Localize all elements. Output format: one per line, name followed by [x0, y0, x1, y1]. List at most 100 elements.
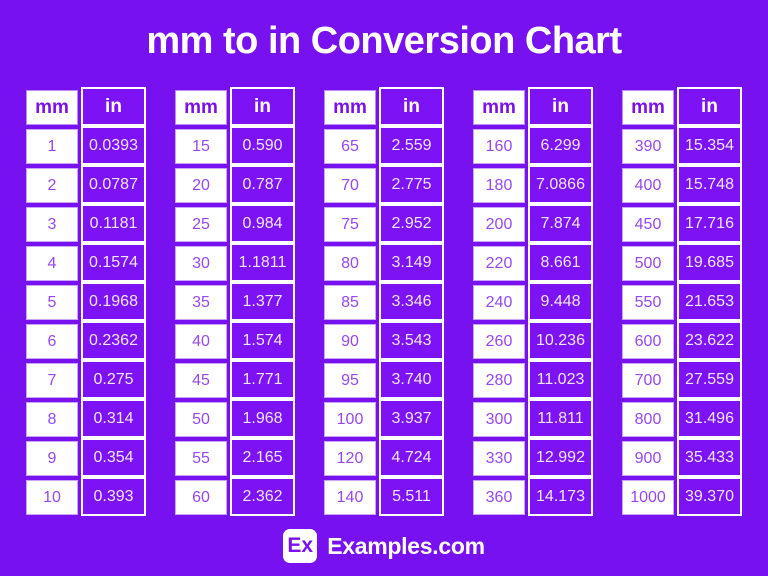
in-value: 2.362 — [230, 477, 295, 516]
in-column-header: in — [230, 87, 295, 126]
in-value: 1.771 — [230, 360, 295, 399]
mm-value: 65 — [324, 129, 376, 164]
mm-value: 40 — [175, 324, 227, 359]
in-column: in 0.0393 0.0787 0.1181 0.1574 0.1968 0.… — [81, 87, 146, 516]
mm-column-header: mm — [622, 90, 674, 125]
mm-value: 390 — [622, 129, 674, 164]
in-column-header: in — [81, 87, 146, 126]
mm-value: 50 — [175, 402, 227, 437]
site-name: Examples.com — [327, 532, 485, 559]
in-value: 6.299 — [528, 126, 593, 165]
in-value: 1.574 — [230, 321, 295, 360]
in-value: 15.354 — [677, 126, 742, 165]
in-value: 3.543 — [379, 321, 444, 360]
mm-value: 7 — [26, 363, 78, 398]
conversion-table-3: mm 65 70 75 80 85 90 95 100 120 140 in 2… — [324, 87, 444, 516]
in-value: 0.275 — [81, 360, 146, 399]
mm-value: 200 — [473, 207, 525, 242]
in-value: 11.811 — [528, 399, 593, 438]
in-column-header: in — [379, 87, 444, 126]
mm-value: 15 — [175, 129, 227, 164]
mm-value: 500 — [622, 246, 674, 281]
mm-value: 140 — [324, 480, 376, 515]
mm-value: 120 — [324, 441, 376, 476]
footer: Ex Examples.com — [0, 529, 768, 563]
in-value: 2.952 — [379, 204, 444, 243]
in-value: 1.377 — [230, 282, 295, 321]
in-value: 2.165 — [230, 438, 295, 477]
in-value: 8.661 — [528, 243, 593, 282]
mm-column: mm 160 180 200 220 240 260 280 300 330 3… — [473, 87, 525, 516]
in-value: 7.874 — [528, 204, 593, 243]
in-column: in 15.354 15.748 17.716 19.685 21.653 23… — [677, 87, 742, 516]
mm-value: 85 — [324, 285, 376, 320]
in-value: 35.433 — [677, 438, 742, 477]
mm-value: 160 — [473, 129, 525, 164]
mm-value: 10 — [26, 480, 78, 515]
mm-value: 400 — [622, 168, 674, 203]
mm-value: 80 — [324, 246, 376, 281]
mm-value: 20 — [175, 168, 227, 203]
in-value: 1.968 — [230, 399, 295, 438]
mm-value: 55 — [175, 441, 227, 476]
mm-value: 45 — [175, 363, 227, 398]
in-value: 0.393 — [81, 477, 146, 516]
mm-value: 3 — [26, 207, 78, 242]
mm-value: 180 — [473, 168, 525, 203]
in-value: 3.346 — [379, 282, 444, 321]
mm-value: 95 — [324, 363, 376, 398]
in-value: 0.1181 — [81, 204, 146, 243]
conversion-table-4: mm 160 180 200 220 240 260 280 300 330 3… — [473, 87, 593, 516]
mm-value: 300 — [473, 402, 525, 437]
mm-value: 60 — [175, 480, 227, 515]
conversion-table-5: mm 390 400 450 500 550 600 700 800 900 1… — [622, 87, 742, 516]
in-value: 0.314 — [81, 399, 146, 438]
examples-logo-icon: Ex — [283, 529, 318, 563]
mm-value: 25 — [175, 207, 227, 242]
mm-value: 360 — [473, 480, 525, 515]
in-value: 0.984 — [230, 204, 295, 243]
in-value: 0.0787 — [81, 165, 146, 204]
in-value: 0.1968 — [81, 282, 146, 321]
mm-value: 90 — [324, 324, 376, 359]
mm-column-header: mm — [175, 90, 227, 125]
in-value: 0.590 — [230, 126, 295, 165]
in-value: 9.448 — [528, 282, 593, 321]
mm-value: 75 — [324, 207, 376, 242]
in-value: 2.559 — [379, 126, 444, 165]
conversion-table-2: mm 15 20 25 30 35 40 45 50 55 60 in 0.59… — [175, 87, 295, 516]
in-value: 0.0393 — [81, 126, 146, 165]
in-value: 2.775 — [379, 165, 444, 204]
mm-value: 2 — [26, 168, 78, 203]
in-column: in 6.299 7.0866 7.874 8.661 9.448 10.236… — [528, 87, 593, 516]
in-value: 10.236 — [528, 321, 593, 360]
mm-value: 6 — [26, 324, 78, 359]
in-value: 0.787 — [230, 165, 295, 204]
tables-container: mm 1 2 3 4 5 6 7 8 9 10 in 0.0393 0.0787… — [0, 87, 768, 516]
mm-column-header: mm — [473, 90, 525, 125]
in-value: 3.740 — [379, 360, 444, 399]
mm-value: 900 — [622, 441, 674, 476]
mm-value: 280 — [473, 363, 525, 398]
in-value: 17.716 — [677, 204, 742, 243]
mm-value: 550 — [622, 285, 674, 320]
mm-value: 8 — [26, 402, 78, 437]
in-value: 1.1811 — [230, 243, 295, 282]
in-value: 0.1574 — [81, 243, 146, 282]
mm-value: 450 — [622, 207, 674, 242]
conversion-table-1: mm 1 2 3 4 5 6 7 8 9 10 in 0.0393 0.0787… — [26, 87, 146, 516]
in-value: 0.2362 — [81, 321, 146, 360]
in-value: 19.685 — [677, 243, 742, 282]
mm-value: 240 — [473, 285, 525, 320]
mm-value: 330 — [473, 441, 525, 476]
in-value: 7.0866 — [528, 165, 593, 204]
in-column-header: in — [677, 87, 742, 126]
mm-column: mm 390 400 450 500 550 600 700 800 900 1… — [622, 87, 674, 516]
in-column: in 0.590 0.787 0.984 1.1811 1.377 1.574 … — [230, 87, 295, 516]
in-value: 39.370 — [677, 477, 742, 516]
mm-column-header: mm — [324, 90, 376, 125]
in-value: 5.511 — [379, 477, 444, 516]
in-value: 31.496 — [677, 399, 742, 438]
in-value: 12.992 — [528, 438, 593, 477]
